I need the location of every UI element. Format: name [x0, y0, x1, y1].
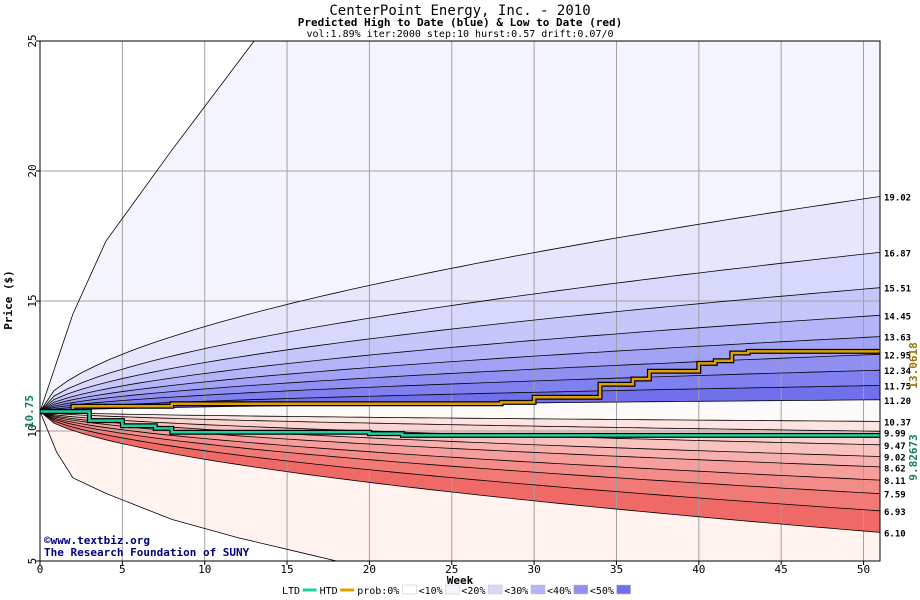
- watermark-line-1: ©www.textbiz.org: [44, 534, 150, 547]
- percentile-end-label: 19.02: [884, 193, 911, 203]
- high-band-5: [40, 336, 880, 412]
- percentile-end-label: 10.37: [884, 418, 911, 428]
- outer-high-curve: [39, 40, 255, 412]
- percentile-curve-5: [39, 336, 881, 412]
- x-tick-label: 10: [198, 563, 211, 576]
- chart-params: vol:1.89% iter:2000 step:10 hurst:0.57 d…: [306, 29, 613, 40]
- percentile-curve-17: [39, 411, 881, 512]
- legend: LTD HTD prob:0% <10% <20% <30% <40% <50%: [282, 584, 631, 597]
- y-tick-label: 10: [26, 424, 39, 437]
- x-tick-label: 20: [363, 563, 376, 576]
- high-band-6: [40, 354, 880, 412]
- y-tick-label: 25: [26, 34, 39, 47]
- x-tick-label: 15: [280, 563, 293, 576]
- percentile-curve-10: [39, 411, 881, 422]
- median-band-low: [40, 411, 880, 422]
- outer-low-curve: [39, 411, 337, 562]
- x-axis-ticks: 0 5 10 15 20 25 30 35 40 45 50: [37, 561, 870, 576]
- legend-label-prob: prob:0%: [357, 586, 399, 597]
- start-price-label: 10.75: [23, 395, 36, 428]
- series-ltd-end-label: 9.82673: [907, 434, 920, 480]
- x-tick-label: 25: [445, 563, 458, 576]
- percentile-curve-3: [39, 287, 881, 412]
- percentile-curve-1: [39, 196, 881, 412]
- legend-swatch-prob: [487, 584, 503, 595]
- percentile-curve-16: [39, 411, 881, 495]
- series-lines: [40, 348, 880, 438]
- y-tick-label: 5: [26, 558, 39, 565]
- percentile-end-label: 9.99: [884, 429, 906, 439]
- percentile-curve-13: [39, 411, 881, 457]
- outer-high-band: [40, 41, 880, 412]
- percentile-end-label: 6.93: [884, 508, 906, 518]
- series-ltd-line: [40, 410, 880, 437]
- legend-label-prob: <40%: [547, 586, 571, 597]
- legend-swatch-prob: [402, 584, 417, 595]
- x-tick-label: 40: [692, 563, 705, 576]
- percentile-curve-18: [39, 411, 881, 533]
- high-band-4: [40, 315, 880, 412]
- percentile-end-label: 16.87: [884, 249, 911, 259]
- low-band-5: [40, 411, 880, 481]
- low-band-1: [40, 411, 880, 432]
- legend-swatch-prob: [616, 584, 631, 595]
- x-axis-label: Week: [447, 574, 474, 587]
- percentile-end-labels: 19.02 16.87 15.51 14.45 13.63 12.95 12.34 11.75…: [884, 193, 920, 539]
- low-band-6: [40, 411, 880, 494]
- percentile-curve-6: [39, 353, 881, 412]
- low-band-7: [40, 411, 880, 511]
- percentile-curve-4: [39, 314, 881, 412]
- x-tick-label: 35: [610, 563, 623, 576]
- watermark-line-2: The Research Foundation of SUNY: [44, 546, 250, 559]
- series-htd-end-label: 13.0618: [907, 342, 920, 388]
- legend-label-htd: HTD: [320, 586, 338, 597]
- y-axis-ticks: 5 10 15 20 25: [26, 34, 40, 564]
- percentile-curve-15: [39, 411, 881, 481]
- percentile-end-label: 8.11: [884, 477, 906, 487]
- percentile-end-label: 11.75: [884, 383, 911, 393]
- chart-subtitle: Predicted High to Date (blue) & Low to D…: [298, 16, 623, 29]
- legend-swatch-prob: [445, 584, 460, 595]
- x-tick-label: 5: [119, 563, 126, 576]
- y-axis-label: Price ($): [2, 270, 15, 330]
- percentile-curve-11: [39, 411, 881, 432]
- x-tick-label: 45: [775, 563, 788, 576]
- probability-bands: [40, 41, 880, 561]
- outer-low-band: [40, 411, 880, 561]
- percentile-end-label: 9.47: [884, 442, 906, 452]
- series-htd-line: [40, 350, 880, 413]
- x-tick-label: 30: [527, 563, 540, 576]
- legend-swatch-prob: [573, 584, 589, 595]
- percentile-end-label: 8.62: [884, 464, 906, 474]
- percentile-curve-7: [39, 369, 881, 412]
- percentile-end-label: 7.59: [884, 491, 906, 501]
- high-band-2: [40, 252, 880, 412]
- chart-title: CenterPoint Energy, Inc. - 2010: [329, 3, 590, 19]
- percentile-end-label: 12.95: [884, 351, 911, 361]
- percentile-end-label: 6.10: [884, 529, 906, 539]
- percentile-end-label: 9.02: [884, 453, 906, 463]
- legend-label-prob: <20%: [461, 586, 485, 597]
- percentile-end-label: 12.34: [884, 367, 912, 377]
- low-band-8: [40, 411, 880, 533]
- percentile-end-label: 14.45: [884, 312, 911, 322]
- legend-label-prob: <30%: [504, 586, 528, 597]
- x-tick-label: 50: [857, 563, 870, 576]
- percentile-end-label: 11.20: [884, 397, 911, 407]
- high-band-3: [40, 287, 880, 412]
- y-tick-label: 15: [26, 294, 39, 307]
- high-band-7: [40, 370, 880, 412]
- legend-label-prob: <10%: [419, 586, 443, 597]
- percentile-curve-2: [39, 252, 881, 412]
- x-tick-label: 0: [37, 563, 44, 576]
- percentile-end-label: 15.51: [884, 285, 911, 295]
- y-tick-label: 20: [26, 164, 39, 177]
- legend-label-ltd: LTD: [282, 586, 300, 597]
- low-band-4: [40, 411, 880, 467]
- percentile-end-label: 13.63: [884, 334, 911, 344]
- legend-swatch-prob: [530, 584, 546, 595]
- legend-label-prob: <50%: [590, 586, 614, 597]
